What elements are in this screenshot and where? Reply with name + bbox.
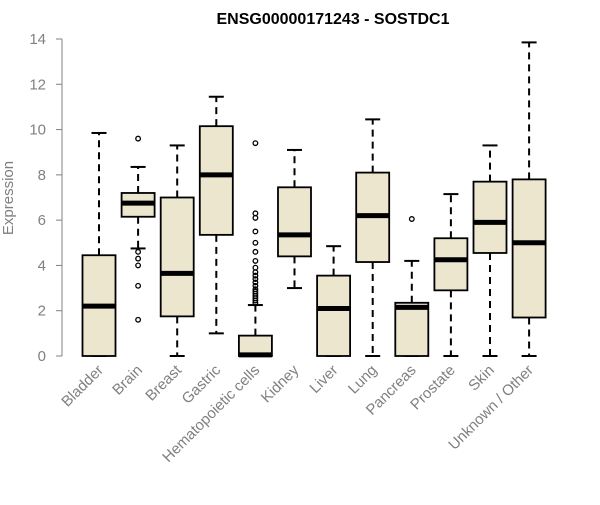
outlier-point (252, 248, 259, 255)
y-tick-label: 0 (38, 348, 46, 365)
outlier-point (135, 316, 142, 323)
x-tick-label: Breast (142, 361, 185, 404)
box-iqr (472, 180, 508, 254)
outlier-point (408, 216, 415, 222)
outlier-point (252, 282, 259, 289)
box-iqr (198, 125, 234, 236)
y-axis-label: Expression (0, 161, 17, 235)
y-tick-label: 14 (29, 31, 46, 48)
box-lung (355, 118, 391, 357)
outlier-point (252, 214, 259, 221)
box-iqr (394, 301, 430, 357)
outlier-point (252, 257, 259, 264)
y-tick-label: 6 (38, 212, 46, 229)
outlier-point (135, 135, 142, 142)
box-bladder (81, 131, 117, 357)
x-tick-label: Lung (345, 362, 381, 398)
box-pancreas (394, 216, 430, 357)
outlier-point (252, 297, 259, 304)
box-iqr (433, 237, 469, 292)
box-breast (159, 144, 195, 357)
outlier-point (252, 279, 259, 286)
outlier-point (252, 140, 259, 147)
outlier-point (252, 276, 259, 282)
x-tick-label: Skin (465, 362, 498, 395)
box-iqr (511, 178, 547, 319)
box-unknown-other (511, 41, 547, 357)
boxes (81, 41, 547, 358)
box-iqr (277, 186, 312, 258)
outlier-point (135, 262, 142, 269)
box-iqr (316, 274, 352, 357)
y-tick-label: 10 (29, 122, 46, 139)
x-tick-label: Brain (109, 362, 146, 399)
outlier-point (135, 282, 142, 289)
y-tick-label: 12 (29, 76, 46, 93)
outlier-point (252, 228, 259, 235)
outlier-point (252, 299, 259, 306)
y-tick-label: 2 (38, 303, 46, 320)
box-prostate (433, 193, 469, 357)
y-axis: 0 2 4 6 8 10 12 14 (29, 31, 63, 365)
box-skin (472, 144, 508, 357)
y-tick-label: 4 (38, 257, 46, 274)
x-tick-label: Liver (306, 362, 341, 397)
outlier-point (252, 239, 259, 246)
box-iqr (159, 196, 195, 318)
x-tick-label: Kidney (258, 361, 303, 406)
y-tick-label: 8 (38, 167, 46, 184)
outlier-point (135, 255, 142, 262)
chart-title: ENSG00000171243 - SOSTDC1 (216, 11, 449, 28)
outlier-point (252, 272, 259, 279)
box-hematopoietic-cells (237, 140, 273, 358)
box-liver (316, 245, 352, 357)
outlier-point (252, 269, 259, 276)
box-brain (120, 135, 156, 323)
outlier-point (135, 248, 142, 255)
x-tick-label: Bladder (58, 362, 107, 411)
box-gastric (198, 95, 234, 335)
box-kidney (277, 148, 312, 290)
